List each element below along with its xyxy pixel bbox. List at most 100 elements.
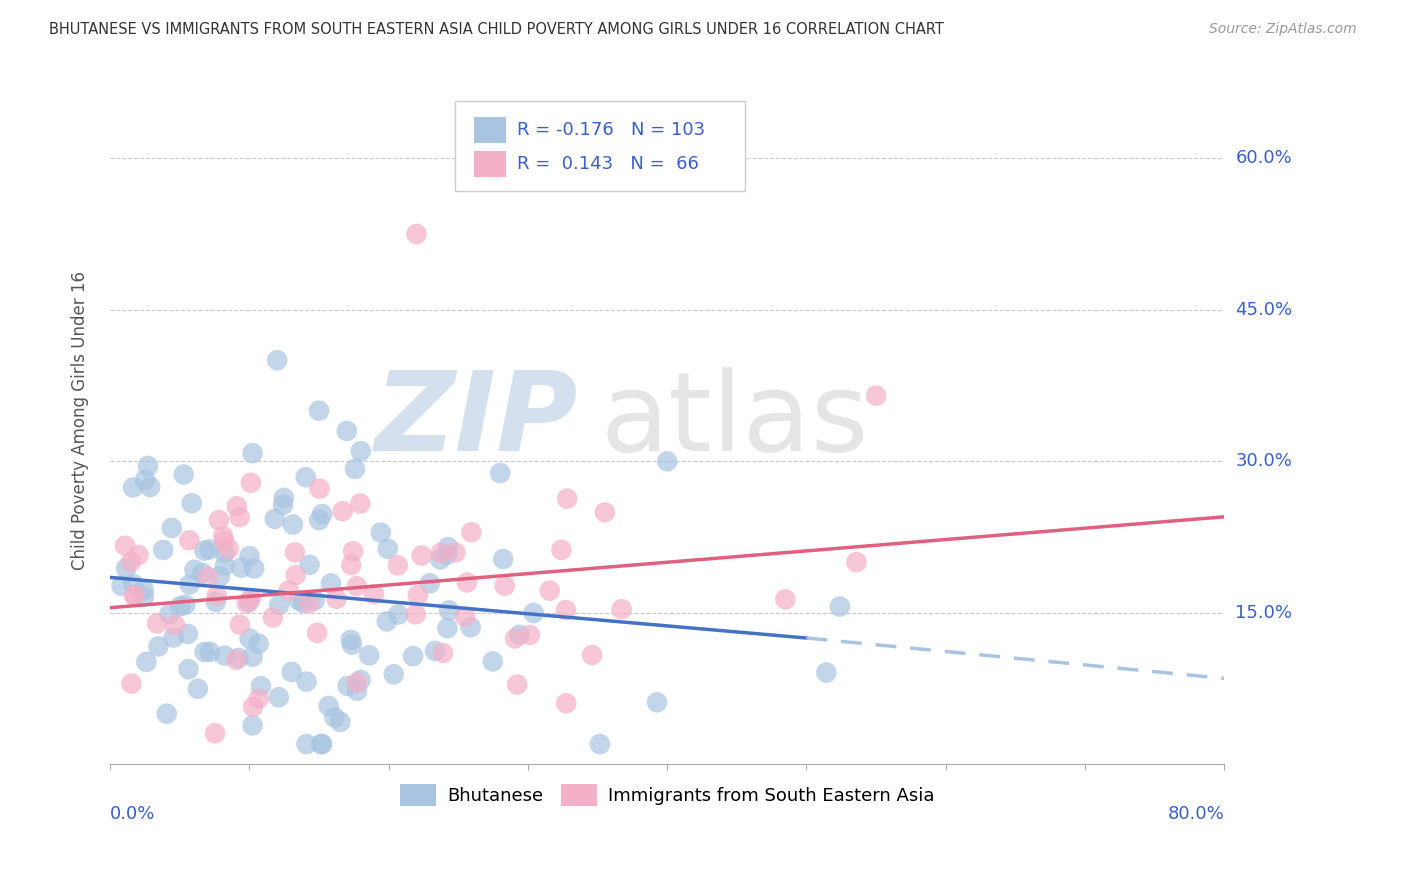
Point bbox=[437, 603, 460, 617]
Point bbox=[429, 546, 451, 560]
Point bbox=[160, 521, 183, 535]
Point bbox=[387, 558, 409, 573]
Point bbox=[295, 674, 318, 689]
Point bbox=[132, 590, 155, 604]
Point bbox=[359, 648, 381, 663]
Point bbox=[298, 596, 321, 610]
Point bbox=[122, 589, 145, 603]
Point bbox=[294, 470, 316, 484]
Point bbox=[242, 699, 264, 714]
Point bbox=[350, 673, 373, 687]
Point bbox=[489, 466, 512, 480]
Point bbox=[581, 648, 603, 662]
Point bbox=[308, 482, 330, 496]
Point bbox=[339, 632, 361, 647]
Bar bbox=[474, 151, 506, 177]
Point bbox=[280, 665, 302, 679]
Point bbox=[262, 610, 284, 624]
Text: 0.0%: 0.0% bbox=[110, 805, 156, 823]
Point bbox=[136, 458, 159, 473]
Point bbox=[239, 632, 262, 646]
Point bbox=[387, 607, 409, 622]
Point bbox=[148, 640, 170, 654]
Point bbox=[122, 577, 145, 591]
Point bbox=[173, 467, 195, 482]
Point bbox=[865, 389, 887, 403]
Point bbox=[165, 618, 187, 632]
Point bbox=[423, 644, 446, 658]
Text: Source: ZipAtlas.com: Source: ZipAtlas.com bbox=[1209, 22, 1357, 37]
Point bbox=[263, 512, 285, 526]
Point bbox=[267, 690, 290, 705]
Point bbox=[229, 617, 252, 632]
Point bbox=[550, 543, 572, 558]
Point bbox=[304, 593, 326, 607]
Point bbox=[124, 589, 146, 603]
Point bbox=[405, 607, 427, 622]
Point bbox=[555, 491, 578, 506]
Point bbox=[346, 683, 368, 698]
Point bbox=[402, 649, 425, 664]
Point bbox=[228, 510, 250, 524]
Point bbox=[156, 706, 179, 721]
Point bbox=[309, 737, 332, 751]
Point bbox=[375, 615, 398, 629]
Point bbox=[247, 637, 270, 651]
Point bbox=[187, 681, 209, 696]
Point bbox=[645, 695, 668, 709]
Point bbox=[406, 588, 429, 602]
Point bbox=[214, 558, 236, 573]
Point bbox=[657, 454, 679, 468]
Point bbox=[284, 545, 307, 559]
Point bbox=[114, 539, 136, 553]
Text: BHUTANESE VS IMMIGRANTS FROM SOUTH EASTERN ASIA CHILD POVERTY AMONG GIRLS UNDER : BHUTANESE VS IMMIGRANTS FROM SOUTH EASTE… bbox=[49, 22, 943, 37]
Point bbox=[298, 558, 321, 572]
Text: 15.0%: 15.0% bbox=[1236, 604, 1292, 622]
Point bbox=[120, 555, 142, 569]
Point bbox=[492, 552, 515, 566]
Point bbox=[308, 513, 330, 527]
Point bbox=[456, 575, 478, 590]
Point bbox=[197, 570, 219, 584]
Point bbox=[295, 737, 318, 751]
Point bbox=[191, 566, 214, 580]
Point bbox=[460, 525, 482, 540]
Point bbox=[177, 627, 200, 641]
Point bbox=[319, 576, 342, 591]
Point bbox=[340, 558, 363, 572]
Point bbox=[343, 462, 366, 476]
Point bbox=[589, 737, 612, 751]
Point bbox=[135, 655, 157, 669]
Point bbox=[325, 591, 347, 606]
Point bbox=[503, 632, 526, 646]
Point bbox=[523, 606, 546, 620]
Point bbox=[292, 596, 315, 610]
Point bbox=[454, 609, 477, 624]
Point bbox=[169, 599, 191, 614]
Point bbox=[271, 498, 294, 512]
Point bbox=[538, 583, 561, 598]
Point bbox=[506, 677, 529, 691]
Point bbox=[273, 491, 295, 505]
Point bbox=[250, 679, 273, 693]
Point bbox=[323, 710, 346, 724]
Point bbox=[370, 525, 392, 540]
Point bbox=[242, 718, 264, 732]
Point bbox=[432, 646, 454, 660]
Point bbox=[610, 602, 633, 616]
Text: 60.0%: 60.0% bbox=[1236, 149, 1292, 167]
Point bbox=[214, 648, 236, 663]
Point bbox=[281, 517, 304, 532]
Point bbox=[508, 628, 530, 642]
Point bbox=[204, 595, 226, 609]
Point bbox=[179, 577, 201, 591]
Point bbox=[288, 593, 311, 607]
Point bbox=[183, 563, 205, 577]
Point bbox=[146, 616, 169, 631]
Point bbox=[411, 549, 433, 563]
Text: R = -0.176   N = 103: R = -0.176 N = 103 bbox=[517, 120, 704, 138]
Point bbox=[593, 505, 616, 519]
Point bbox=[269, 598, 291, 612]
Legend: Bhutanese, Immigrants from South Eastern Asia: Bhutanese, Immigrants from South Eastern… bbox=[392, 777, 942, 814]
Point bbox=[436, 548, 458, 562]
